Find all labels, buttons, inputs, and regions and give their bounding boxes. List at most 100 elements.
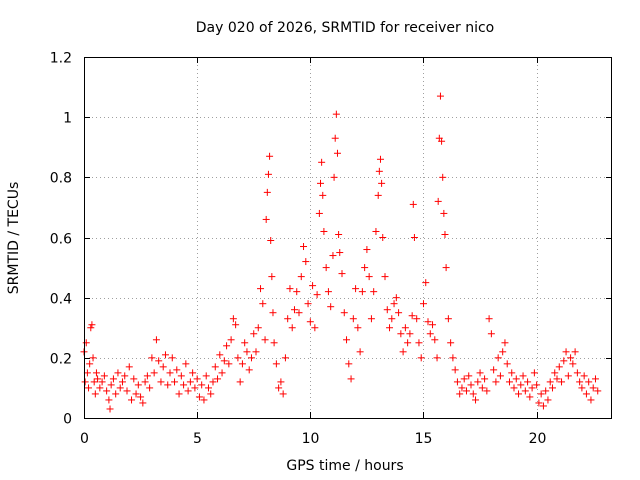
data-point [535, 399, 543, 407]
data-point [564, 372, 572, 380]
data-point [417, 354, 425, 362]
data-point [267, 237, 275, 245]
data-point [329, 252, 337, 260]
data-point [365, 273, 373, 281]
y-tick-label: 0.8 [50, 171, 72, 187]
data-point [490, 366, 498, 374]
data-point [141, 378, 149, 386]
data-point [87, 324, 95, 332]
data-point [322, 264, 330, 272]
data-point [429, 321, 437, 329]
data-point [528, 384, 536, 392]
data-point [317, 179, 325, 187]
data-point [546, 378, 554, 386]
data-point [177, 372, 185, 380]
data-point [483, 387, 491, 395]
data-point [270, 339, 278, 347]
data-point [103, 387, 111, 395]
data-point [128, 396, 136, 404]
y-tick-label: 0.2 [50, 352, 72, 368]
data-point [494, 354, 502, 362]
y-tick-label: 0.4 [50, 292, 72, 308]
data-point [576, 378, 584, 386]
data-point [410, 234, 418, 241]
data-point [481, 375, 489, 383]
data-point [406, 330, 414, 338]
data-point [266, 152, 274, 160]
data-point [150, 369, 158, 377]
data-point [318, 158, 326, 166]
x-tick-label: 0 [80, 431, 89, 447]
data-point [81, 378, 89, 386]
data-point [207, 390, 215, 398]
data-point [569, 360, 577, 368]
data-point [204, 384, 212, 392]
data-point [218, 369, 226, 377]
data-point [164, 381, 172, 389]
data-point [293, 288, 301, 296]
data-point [539, 402, 547, 410]
data-point [200, 396, 208, 404]
data-point [356, 348, 364, 356]
data-point [340, 309, 348, 317]
data-point [284, 315, 292, 323]
data-point [232, 321, 240, 329]
data-point [419, 300, 427, 308]
data-point [553, 375, 561, 383]
data-point [370, 288, 378, 296]
data-point [453, 378, 461, 386]
data-point [367, 315, 375, 323]
data-point [243, 348, 251, 356]
data-point [524, 378, 532, 386]
data-point [555, 363, 563, 371]
data-point [250, 330, 258, 338]
data-point [551, 369, 559, 377]
data-point [123, 387, 131, 395]
data-point [279, 390, 287, 398]
data-point [526, 393, 534, 401]
data-point [530, 369, 538, 377]
y-tick-label: 1.2 [50, 51, 72, 67]
data-point [451, 366, 459, 374]
data-point [562, 348, 570, 356]
data-point [184, 387, 192, 395]
data-point [159, 363, 167, 371]
data-point [272, 360, 280, 368]
data-point [580, 372, 588, 380]
data-point [189, 369, 197, 377]
data-point [347, 375, 355, 383]
data-point [469, 390, 477, 398]
data-point [374, 191, 382, 199]
data-point [573, 369, 581, 377]
data-point [571, 348, 579, 356]
data-point [465, 372, 473, 380]
data-point [259, 300, 267, 308]
data-point [332, 110, 340, 118]
data-point [193, 375, 201, 383]
data-point [567, 354, 575, 362]
data-point [336, 249, 344, 257]
data-point [386, 324, 394, 332]
data-point [161, 351, 169, 359]
data-point [168, 354, 176, 362]
data-point [171, 378, 179, 386]
data-point [397, 330, 405, 338]
data-point [286, 285, 294, 293]
data-point [209, 378, 217, 386]
data-point [591, 375, 599, 383]
data-point [582, 390, 590, 398]
data-point [112, 390, 120, 398]
data-point [309, 282, 317, 290]
data-point [98, 378, 106, 386]
data-point [439, 173, 447, 181]
data-point [363, 246, 371, 254]
data-point [216, 351, 224, 359]
data-point [195, 393, 203, 401]
data-point [395, 309, 403, 317]
data-point [302, 258, 310, 266]
data-point [238, 360, 246, 368]
data-point [478, 384, 486, 392]
data-point [515, 390, 523, 398]
data-point [320, 227, 328, 235]
data-point [508, 369, 516, 377]
